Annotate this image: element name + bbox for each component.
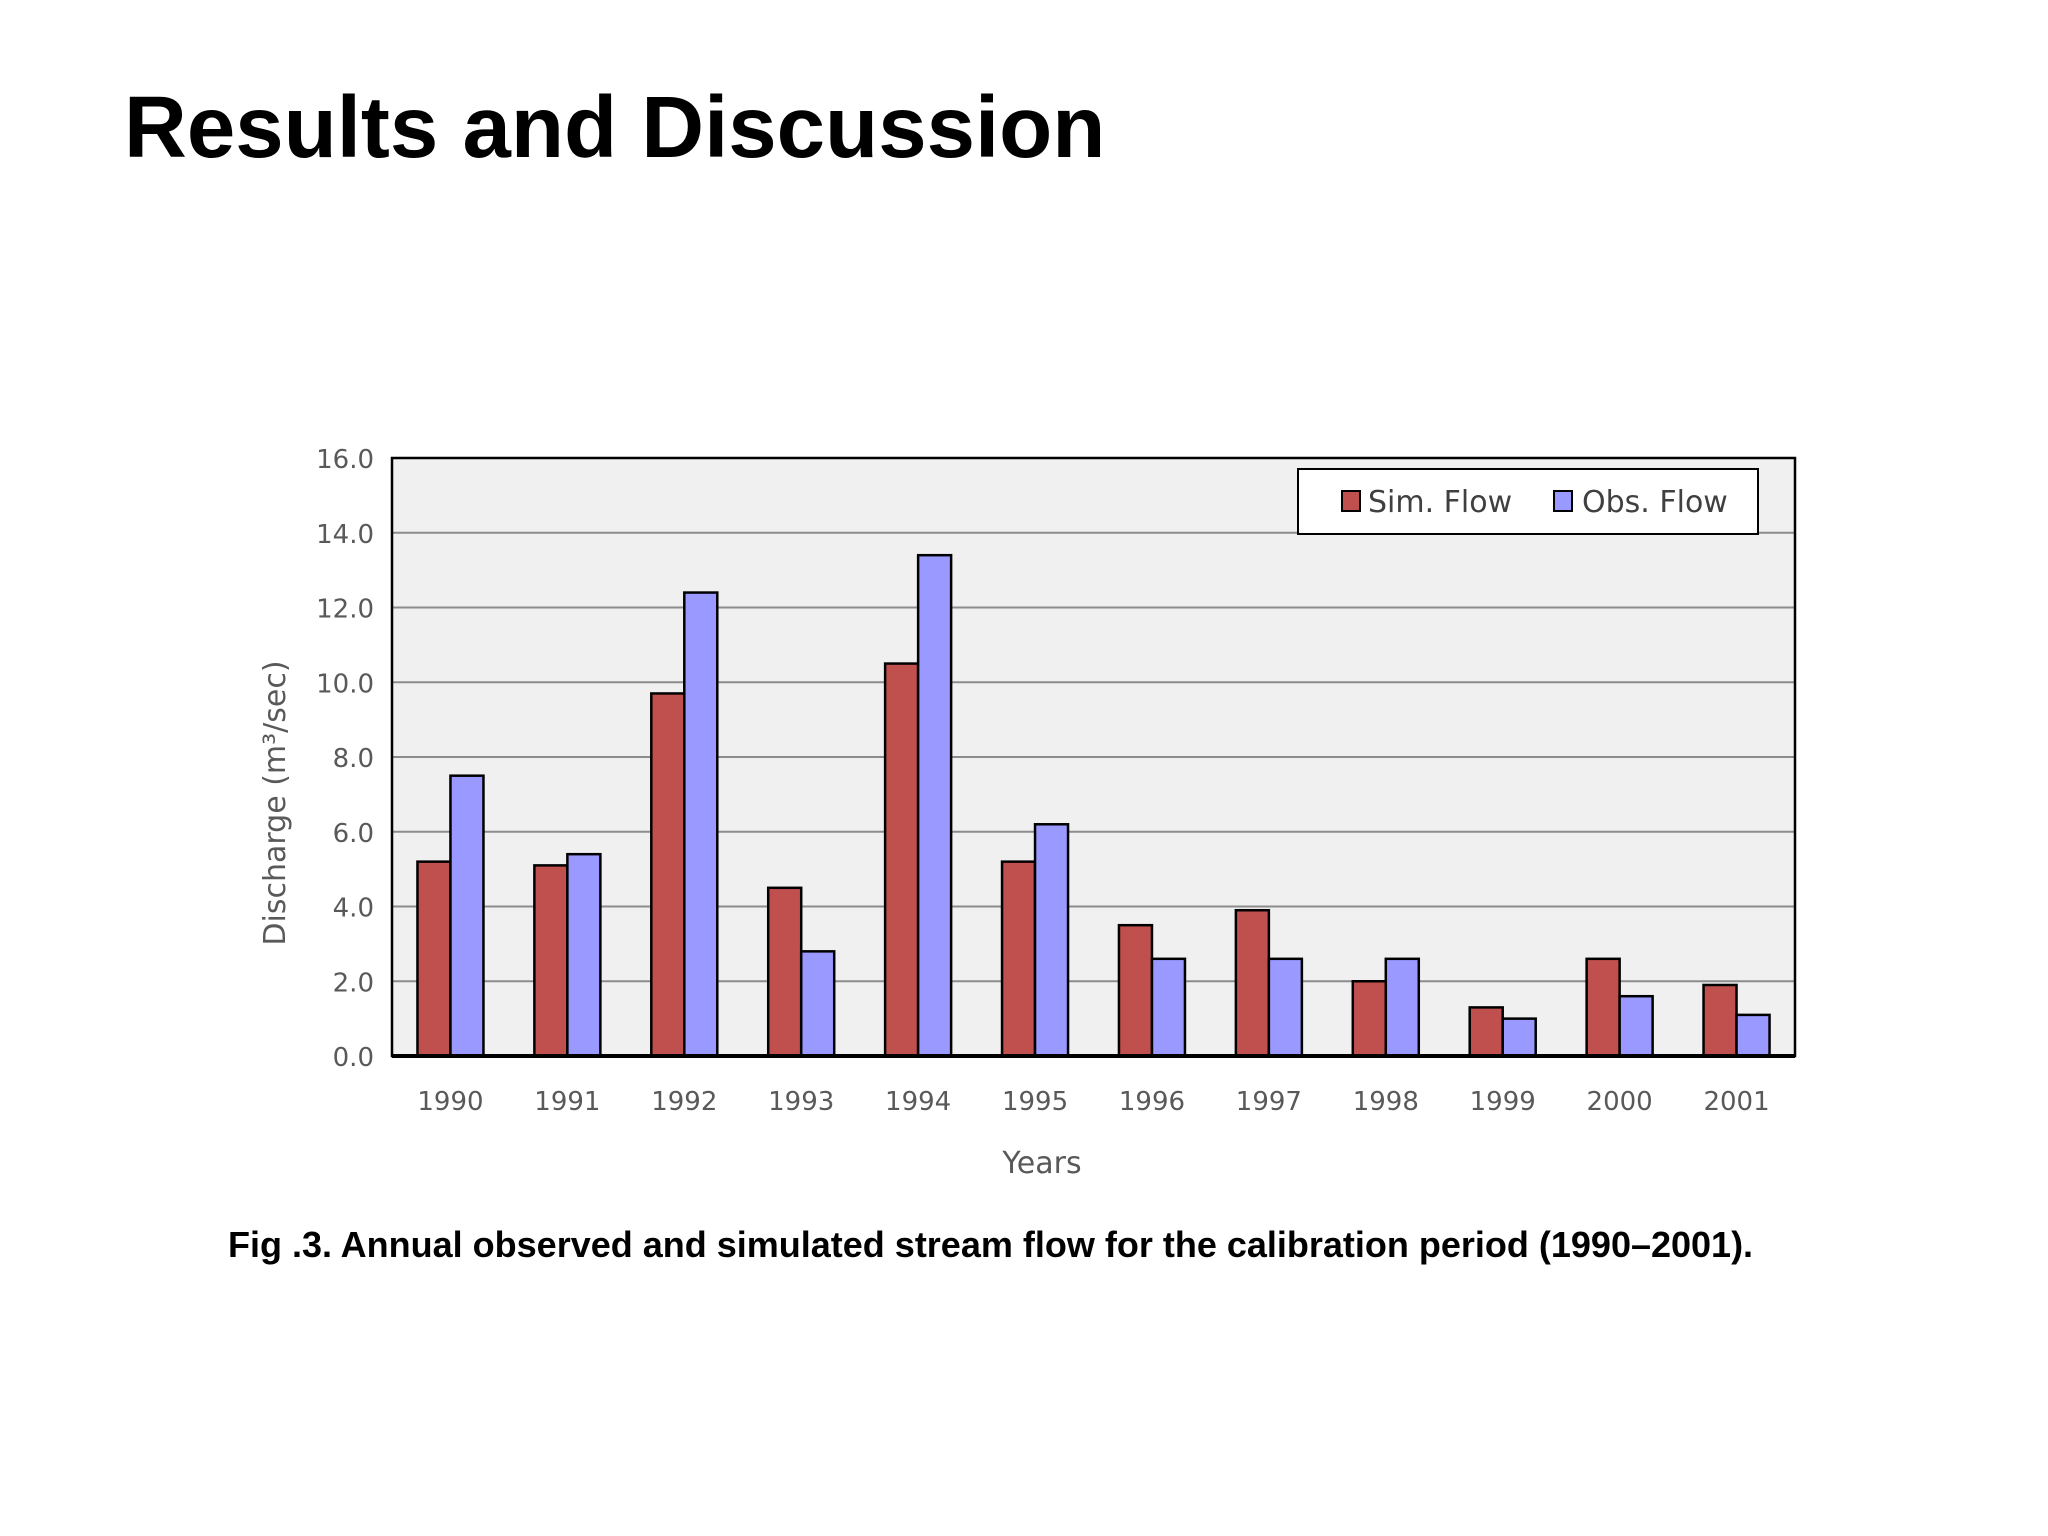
- legend-swatch-sim-flow: [1341, 490, 1361, 512]
- x-tick-label: 1997: [1236, 1087, 1302, 1117]
- bar-obs-flow-1991: [566, 852, 602, 1058]
- x-tick-label: 1999: [1470, 1087, 1536, 1117]
- slide-title: Results and Discussion: [124, 79, 1106, 176]
- bar-sim-flow-1997: [1234, 908, 1271, 1058]
- bar-sim-flow-1999: [1468, 1006, 1504, 1058]
- x-tick-label: 1993: [768, 1087, 834, 1117]
- x-tick-label: 1998: [1353, 1087, 1419, 1117]
- bar-obs-flow-1999: [1501, 1017, 1537, 1058]
- y-tick-label: 8.0: [333, 744, 374, 774]
- bar-sim-flow-2001: [1702, 983, 1738, 1058]
- x-tick-labels: 1990 1991 1992 1993 1994 1995 1996 1997 1998 1999…: [417, 1087, 1769, 1117]
- legend-label-obs-flow: Obs. Flow: [1582, 485, 1728, 520]
- figure-caption: Fig .3. Annual observed and simulated st…: [228, 1224, 1754, 1265]
- bar-obs-flow-1992: [683, 591, 719, 1058]
- bar-obs-flow-1990: [449, 774, 485, 1058]
- y-tick-label: 10.0: [316, 669, 374, 699]
- legend: Sim. Flow Obs. Flow: [1297, 468, 1759, 535]
- bar-sim-flow-1993: [766, 886, 803, 1058]
- x-tick-label: 1990: [417, 1087, 483, 1117]
- bar-obs-flow-2000: [1618, 994, 1654, 1058]
- bar-obs-flow-1995: [1033, 823, 1070, 1058]
- bar-sim-flow-1992: [650, 692, 686, 1058]
- y-tick-label: 4.0: [333, 894, 374, 924]
- x-tick-label: 1995: [1002, 1087, 1068, 1117]
- legend-label-sim-flow: Sim. Flow: [1368, 485, 1512, 520]
- x-tick-label: 1992: [651, 1087, 717, 1117]
- y-tick-label: 16.0: [316, 445, 374, 475]
- y-tick-label: 6.0: [333, 819, 374, 849]
- bar-sim-flow-1995: [1000, 860, 1037, 1058]
- x-tick-label: 1996: [1119, 1087, 1185, 1117]
- bar-sim-flow-2000: [1585, 957, 1621, 1058]
- y-tick-labels: 0.0 2.0 4.0 6.0 8.0 10.0 12.0 14.0 16.0: [316, 445, 374, 1073]
- bar-obs-flow-1997: [1267, 957, 1304, 1058]
- y-tick-label: 14.0: [316, 520, 374, 550]
- plot-border: [390, 456, 1797, 1058]
- x-tick-label: 1991: [534, 1087, 600, 1117]
- bar-obs-flow-2001: [1735, 1013, 1771, 1058]
- legend-swatch-obs-flow: [1553, 490, 1573, 512]
- bar-obs-flow-1993: [799, 950, 836, 1058]
- bar-sim-flow-1990: [416, 860, 452, 1058]
- x-tick-label: 2000: [1587, 1087, 1653, 1117]
- bar-obs-flow-1994: [916, 553, 953, 1058]
- bar-sim-flow-1996: [1117, 923, 1154, 1058]
- legend-box: [1297, 468, 1759, 535]
- y-tick-label: 12.0: [316, 595, 374, 625]
- bar-sim-flow-1991: [533, 864, 569, 1058]
- x-tick-label: 2001: [1703, 1087, 1769, 1117]
- bar-sim-flow-1994: [883, 662, 920, 1058]
- x-axis-label: Years: [1001, 1146, 1081, 1181]
- y-axis-label: Discharge (m³/sec): [258, 660, 293, 945]
- bar-obs-flow-1996: [1150, 957, 1187, 1058]
- bar-sim-flow-1998: [1351, 980, 1388, 1058]
- y-tick-label: 0.0: [333, 1043, 374, 1073]
- bar-obs-flow-1998: [1384, 957, 1421, 1058]
- y-tick-label: 2.0: [333, 968, 374, 998]
- x-tick-label: 1994: [885, 1087, 951, 1117]
